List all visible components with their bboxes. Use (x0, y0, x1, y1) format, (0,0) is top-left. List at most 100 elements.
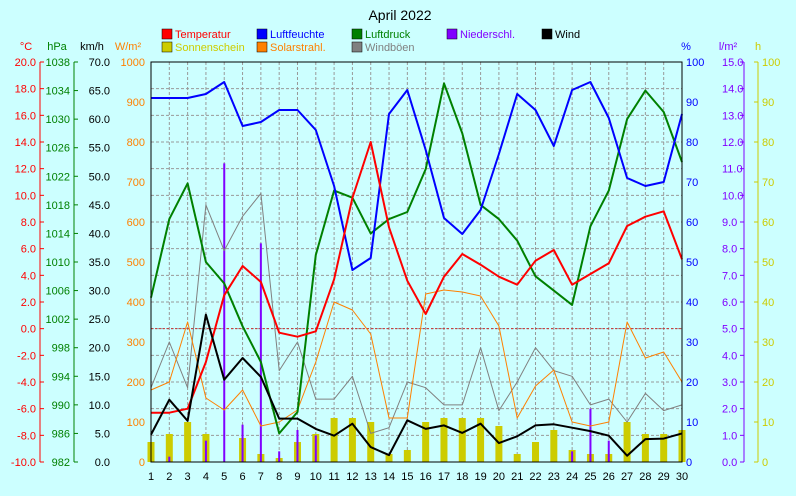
axis-hum-tick-label: 20 (686, 377, 698, 389)
series-line-Windböen (150, 192, 683, 434)
axis-temp-tick-label: -8.0 (17, 430, 36, 442)
x-axis-ticks: 1 2 3 4 5 6 7 8 9 10 11 12 13 14 15 16 17 18 19 20 21 22 23 24 2… (148, 471, 688, 483)
axis-rad-tick-label: 500 (127, 257, 145, 269)
axis-pres-tick-label: 1038 (46, 57, 70, 69)
bar-Sonnenschein (422, 422, 430, 462)
axis-sun-tick-label: 100 (762, 57, 780, 69)
legend-swatch (256, 28, 268, 40)
axis-wind-tick-label: 45.0 (89, 200, 110, 212)
axis-temp-tick-label: 8.0 (21, 217, 36, 229)
axis-wind-tick-label: 30.0 (89, 286, 110, 298)
axis-sun-unit: h (755, 41, 761, 53)
legend-swatch (351, 41, 363, 53)
axis-wind-tick-label: 60.0 (89, 114, 110, 126)
series-line-Luftdruck (150, 82, 683, 435)
bar-Niederschl. (589, 408, 592, 462)
axis-rain-tick-label: 4.0 (722, 350, 737, 362)
axis-hum-tick-label: 40 (686, 297, 698, 309)
axis-wind-tick-label: 70.0 (89, 57, 110, 69)
axis-rain-unit: l/m² (719, 41, 738, 53)
axis-rain-tick-label: 7.0 (722, 270, 737, 282)
legend-label: Wind (555, 29, 580, 41)
legend-item-Solarstrahl.: Solarstrahl. (256, 41, 326, 54)
x-tick-label: 4 (203, 471, 209, 483)
axis-rain-tick-label: 15.0 (722, 57, 743, 69)
x-tick-label: 23 (548, 471, 560, 483)
axis-pres-tick-label: 1006 (46, 286, 70, 298)
axis-sun-tick-label: 0 (762, 457, 768, 469)
bar-Niederschl. (607, 440, 610, 462)
legend-item-Sonnenschein: Sonnenschein (161, 41, 245, 54)
axis-pres-tick-label: 986 (52, 428, 70, 440)
axis-hum-tick-label: 100 (686, 57, 704, 69)
axis-wind-tick-label: 65.0 (89, 86, 110, 98)
x-tick-label: 13 (365, 471, 377, 483)
axis-rain: 15.0 14.0 13.0 12.0 11.0 10.0 9.0 8.0 7.0 6.0 5.0 4… (719, 41, 745, 469)
axis-temp-tick-label: -2.0 (17, 350, 36, 362)
x-tick-label: 17 (438, 471, 450, 483)
axis-wind-tick-label: 20.0 (89, 343, 110, 355)
legend-label: Niederschl. (460, 29, 515, 41)
axis-sun-tick-label: 90 (762, 97, 774, 109)
axis-wind-tick-label: 5.0 (95, 428, 110, 440)
axis-pres-tick-label: 1002 (46, 314, 70, 326)
x-tick-label: 1 (148, 471, 154, 483)
axis-temp-tick-label: 4.0 (21, 270, 36, 282)
legend-swatch (161, 41, 173, 53)
axis-rain-tick-label: 13.0 (722, 110, 743, 122)
x-tick-label: 22 (529, 471, 541, 483)
x-tick-label: 15 (401, 471, 413, 483)
axis-rad-tick-label: 900 (127, 97, 145, 109)
x-tick-label: 26 (603, 471, 615, 483)
bar-Sonnenschein (184, 422, 192, 462)
axis-temp-tick-label: 16.0 (15, 110, 36, 122)
x-tick-label: 9 (294, 471, 300, 483)
axis-hum-tick-label: 30 (686, 337, 698, 349)
axis-pres-unit: hPa (47, 41, 67, 53)
bar-Sonnenschein (385, 454, 393, 462)
axis-pres-tick-label: 1010 (46, 257, 70, 269)
axis-wind-tick-label: 50.0 (89, 171, 110, 183)
x-tick-label: 27 (621, 471, 633, 483)
x-tick-label: 10 (310, 471, 322, 483)
axis-hum-tick-label: 80 (686, 137, 698, 149)
axis-pres-tick-label: 982 (52, 457, 70, 469)
axis-temp-tick-label: 14.0 (15, 137, 36, 149)
bar-Niederschl. (204, 440, 207, 462)
series-line-Temperatur (151, 141, 683, 414)
axis-wind-tick-label: 15.0 (89, 371, 110, 383)
axes: 20.0 18.0 16.0 14.0 12.0 10.0 8.0 6.0 4.0 2.0 0.0 -… (11, 41, 780, 469)
axis-rain-tick-label: 5.0 (722, 324, 737, 336)
axis-sun-tick-label: 10 (762, 417, 774, 429)
axis-temp-tick-label: 18.0 (15, 84, 36, 96)
x-tick-label: 2 (166, 471, 172, 483)
axis-rain-tick-label: 1.0 (722, 430, 737, 442)
x-tick-label: 16 (420, 471, 432, 483)
axis-rad-tick-label: 800 (127, 137, 145, 149)
series-Niederschl. (168, 163, 610, 463)
axis-rad-tick-label: 200 (127, 377, 145, 389)
bar-Sonnenschein (458, 418, 466, 462)
axis-rain-tick-label: 6.0 (722, 297, 737, 309)
bar-Sonnenschein (477, 418, 485, 462)
legend-label: Sonnenschein (175, 42, 245, 54)
axis-wind-tick-label: 0.0 (95, 457, 110, 469)
axis-rain-tick-label: 8.0 (722, 244, 737, 256)
legend-swatch (161, 28, 173, 40)
x-tick-label: 19 (474, 471, 486, 483)
axis-sun-tick-label: 30 (762, 337, 774, 349)
axis-wind-tick-label: 55.0 (89, 143, 110, 155)
axis-pres: 1038 1034 1030 1026 1022 1018 1014 1010 1006 1002… (46, 41, 78, 469)
axis-sun-tick-label: 50 (762, 257, 774, 269)
axis-temp-tick-label: 20.0 (15, 57, 36, 69)
axis-sun-tick-label: 70 (762, 177, 774, 189)
axis-rain-tick-label: 2.0 (722, 404, 737, 416)
axis-pres-tick-label: 1034 (46, 86, 70, 98)
axis-temp-tick-label: 0.0 (21, 324, 36, 336)
axis-wind: 70.0 65.0 60.0 55.0 50.0 45.0 40.0 35.0 30.0 25.0… (80, 41, 110, 469)
bar-Sonnenschein (623, 422, 631, 462)
